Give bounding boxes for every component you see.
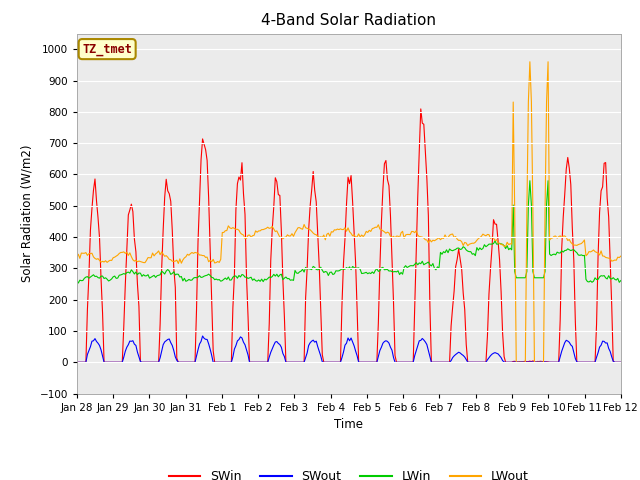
LWout bbox=[235, 228, 243, 233]
SWin bbox=[617, 360, 625, 365]
Legend: SWin, SWout, LWin, LWout: SWin, SWout, LWin, LWout bbox=[164, 465, 534, 480]
Line: LWout: LWout bbox=[77, 62, 621, 362]
LWout bbox=[140, 260, 147, 265]
LWout bbox=[253, 229, 261, 235]
LWin bbox=[237, 274, 244, 280]
LWout bbox=[617, 253, 625, 259]
LWin bbox=[526, 178, 534, 184]
SWin bbox=[73, 360, 81, 365]
SWout bbox=[237, 334, 244, 340]
Line: SWin: SWin bbox=[77, 109, 621, 362]
LWin bbox=[73, 277, 81, 283]
Line: LWin: LWin bbox=[77, 181, 621, 283]
SWin bbox=[253, 360, 261, 365]
X-axis label: Time: Time bbox=[334, 418, 364, 431]
SWout bbox=[312, 338, 320, 344]
SWout bbox=[617, 360, 625, 365]
LWin bbox=[141, 273, 149, 279]
LWout bbox=[311, 231, 319, 237]
SWin bbox=[235, 174, 243, 180]
SWin bbox=[140, 360, 147, 365]
SWout bbox=[140, 360, 147, 365]
Y-axis label: Solar Radiation (W/m2): Solar Radiation (W/m2) bbox=[21, 145, 34, 282]
LWin bbox=[589, 278, 597, 284]
Text: TZ_tmet: TZ_tmet bbox=[82, 43, 132, 56]
LWin bbox=[617, 278, 625, 284]
SWin bbox=[417, 106, 424, 112]
LWin bbox=[312, 266, 320, 272]
SWout bbox=[199, 333, 207, 339]
LWin bbox=[74, 280, 82, 286]
SWout bbox=[73, 360, 81, 365]
LWout bbox=[513, 360, 520, 365]
Line: SWout: SWout bbox=[77, 336, 621, 362]
LWout bbox=[589, 247, 597, 253]
SWout bbox=[255, 360, 262, 365]
SWout bbox=[264, 360, 271, 365]
LWout bbox=[526, 59, 534, 65]
LWout bbox=[262, 226, 270, 231]
SWin bbox=[262, 360, 270, 365]
LWin bbox=[255, 277, 262, 283]
SWin bbox=[311, 187, 319, 193]
Title: 4-Band Solar Radiation: 4-Band Solar Radiation bbox=[261, 13, 436, 28]
LWin bbox=[264, 276, 271, 281]
LWout bbox=[73, 254, 81, 260]
SWout bbox=[588, 360, 596, 365]
SWin bbox=[588, 360, 596, 365]
